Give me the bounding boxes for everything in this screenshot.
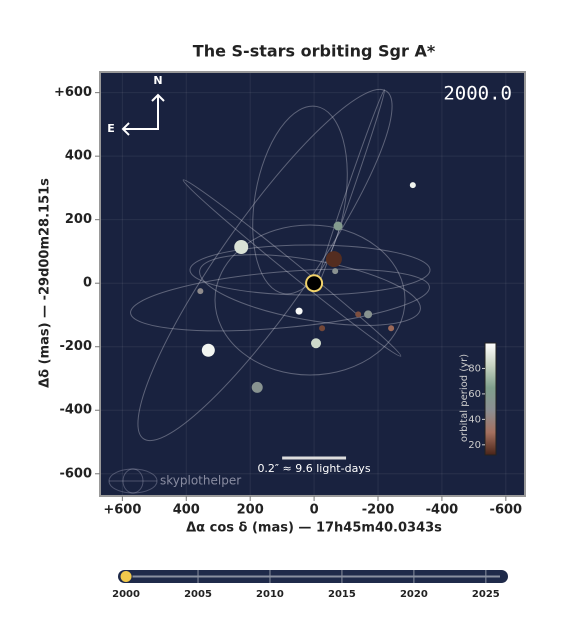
star [319, 325, 326, 332]
y-tick-label: -200 [59, 339, 92, 354]
star [355, 311, 362, 318]
star [295, 307, 303, 315]
x-tick-label: +600 [103, 503, 141, 518]
colorbar-tick-label: 60 [468, 389, 481, 400]
epoch-label: 2000.0 [443, 83, 512, 105]
chart-title: The S-stars orbiting Sgr A* [193, 42, 436, 61]
star [325, 251, 342, 268]
x-tick-label: -200 [362, 503, 395, 518]
x-tick-label: -400 [426, 503, 459, 518]
scale-bar-label: 0.2″ ≈ 9.6 light-days [257, 462, 370, 475]
star [251, 381, 263, 393]
timeline-tick-label: 2025 [472, 589, 500, 600]
colorbar-label: orbital period (yr) [459, 354, 470, 442]
star [197, 288, 204, 295]
sgr-a-star [307, 276, 322, 291]
x-tick-label: 200 [237, 503, 264, 518]
star [234, 239, 249, 254]
timeline-tick-label: 2020 [400, 589, 428, 600]
x-tick-label: 0 [310, 503, 319, 518]
orbits [130, 88, 431, 442]
colorbar-tick-label: 40 [468, 414, 481, 425]
plot-frame [99, 71, 526, 497]
colorbar-tick-label: 80 [468, 363, 481, 374]
colorbar [484, 342, 497, 456]
star [201, 343, 215, 357]
x-tick-label: -600 [490, 503, 523, 518]
timeline-tick-label: 2010 [256, 589, 284, 600]
star [332, 268, 339, 275]
y-tick-label: -400 [59, 403, 92, 418]
star [311, 338, 322, 349]
compass-north: N [153, 74, 162, 87]
star [364, 310, 373, 319]
timeline-tick-label: 2000 [112, 589, 140, 600]
timeline-knob[interactable] [119, 570, 133, 583]
colorbar-tick-label: 20 [468, 440, 481, 451]
y-tick-label: 0 [83, 276, 92, 291]
timeline-tick-label: 2005 [184, 589, 212, 600]
x-axis-label: Δα cos δ (mas) — 17h45m40.0343s [186, 521, 442, 536]
watermark: skyplothelper [160, 474, 241, 488]
compass [121, 93, 165, 136]
star [333, 221, 343, 231]
y-tick-label: -600 [59, 466, 92, 481]
y-axis-label: Δδ (mas) — -29d00m28.151s [38, 178, 53, 388]
y-tick-label: 200 [65, 212, 92, 227]
watermark-icon [108, 468, 158, 494]
y-tick-label: 400 [65, 149, 92, 164]
timeline-tick-label: 2015 [328, 589, 356, 600]
x-tick-label: 400 [173, 503, 200, 518]
star [388, 325, 395, 332]
y-tick-label: +600 [54, 85, 92, 100]
star [409, 182, 416, 189]
compass-east: E [107, 122, 115, 135]
